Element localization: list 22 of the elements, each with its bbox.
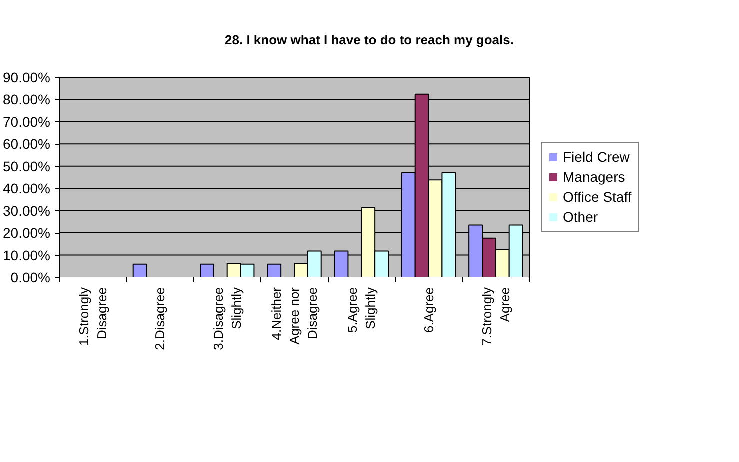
y-tick-label: 90.00%	[3, 70, 50, 86]
y-tick-label: 30.00%	[3, 202, 50, 219]
x-tick-label: 5.Agree Slightly	[345, 287, 378, 334]
y-tick-label: 10.00%	[3, 247, 50, 264]
x-tick-label: 6.Agree	[421, 287, 436, 334]
y-tick-label: 70.00%	[3, 114, 50, 130]
legend-label: Field Crew	[563, 149, 630, 165]
x-tick-label: 2.Disagree	[152, 287, 168, 350]
x-tick-label: 3.Disagree Slightly	[210, 287, 244, 350]
legend-label: Office Staff	[563, 189, 632, 205]
y-tick-label: 60.00%	[3, 136, 50, 152]
x-tick-label: 1.Strongly Disagree	[76, 287, 110, 346]
x-tick-label: 4.Neither Agree nor Disagree	[269, 286, 320, 345]
y-tick-label: 80.00%	[3, 92, 50, 108]
legend-label: Managers	[563, 169, 626, 185]
x-tick-label: 7.Strongly Agree	[479, 287, 512, 346]
y-tick-label: 40.00%	[3, 180, 50, 197]
y-tick-label: 50.00%	[3, 158, 50, 174]
legend-label: Other	[563, 209, 598, 225]
chart-title: 28. I know what I have to do to reach my goals.	[225, 32, 514, 48]
y-tick-label: 0.00%	[10, 270, 51, 286]
y-tick-label: 20.00%	[3, 225, 50, 242]
